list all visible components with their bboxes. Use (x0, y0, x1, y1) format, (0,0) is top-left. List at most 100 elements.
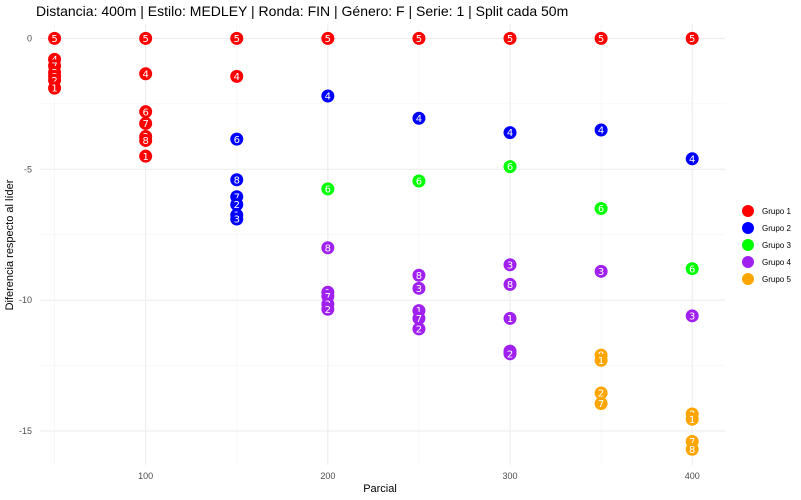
legend-key (742, 273, 754, 285)
data-point (230, 69, 244, 83)
data-point (594, 396, 608, 410)
data-point (412, 281, 426, 295)
data-label: 6 (416, 177, 422, 188)
data-label: 8 (142, 136, 148, 147)
data-point (321, 302, 335, 316)
series-grupo-1: 547382154673815455555 (48, 31, 699, 163)
data-label: 3 (416, 284, 422, 295)
data-label: 3 (507, 260, 513, 271)
y-tick-label: -15 (19, 426, 32, 436)
data-label: 5 (234, 34, 240, 45)
data-label: 1 (142, 152, 148, 163)
y-tick-label: -10 (19, 295, 32, 305)
data-point (685, 262, 699, 276)
data-point (230, 132, 244, 146)
series-grupo-4: 81732831723817233 (321, 241, 699, 361)
data-point (503, 126, 517, 140)
x-tick-label: 200 (320, 471, 335, 481)
data-label: 4 (689, 154, 695, 165)
data-label: 8 (234, 175, 240, 186)
data-point (321, 31, 335, 45)
data-point (139, 67, 153, 81)
legend-label: Grupo 1 (762, 207, 791, 216)
data-point (321, 241, 335, 255)
data-point (594, 386, 608, 400)
legend-key (742, 256, 754, 268)
data-label: 2 (507, 349, 513, 360)
data-label: 4 (325, 92, 331, 103)
y-tick-label: 0 (27, 33, 32, 43)
data-label: 3 (234, 215, 240, 226)
data-point (503, 311, 517, 325)
data-point (503, 31, 517, 45)
data-point (412, 174, 426, 188)
series-grupo-5: 81272178 (594, 348, 699, 456)
data-point (230, 212, 244, 226)
y-tick-label: -5 (24, 164, 32, 174)
legend-label: Grupo 5 (762, 275, 791, 284)
data-label: 6 (234, 135, 240, 146)
data-point (594, 264, 608, 278)
legend: Grupo 1 Grupo 2 Grupo 3 Grupo 4 Grupo 5 (742, 205, 791, 285)
data-label: 7 (234, 192, 240, 203)
data-label: 5 (507, 34, 513, 45)
data-point (139, 149, 153, 163)
data-label: 6 (507, 162, 513, 173)
data-point (321, 89, 335, 103)
legend-label: Grupo 3 (762, 241, 791, 250)
data-point (139, 105, 153, 119)
data-label: 1 (598, 356, 604, 367)
legend-key (742, 222, 754, 234)
data-label: 1 (51, 84, 57, 95)
data-point (230, 198, 244, 212)
series-grupo-3: 6 6 6 6 6 (321, 160, 699, 276)
data-point (139, 133, 153, 147)
data-point (139, 31, 153, 45)
x-tick-label: 400 (685, 471, 700, 481)
x-axis-title: Parcial (363, 483, 397, 495)
data-point (321, 182, 335, 196)
data-point (503, 277, 517, 291)
data-point (139, 116, 153, 130)
data-point (594, 202, 608, 216)
data-label: 3 (598, 267, 604, 278)
grid (40, 24, 725, 465)
data-point (685, 152, 699, 166)
data-label: 1 (416, 306, 422, 317)
data-label: 5 (598, 34, 604, 45)
data-label: 7 (598, 399, 604, 410)
data-label: 2 (598, 389, 604, 400)
data-label: 2 (325, 305, 331, 316)
data-label: 5 (51, 34, 57, 45)
x-tick-label: 100 (138, 471, 153, 481)
data-label: 7 (689, 437, 695, 448)
data-point (685, 31, 699, 45)
data-point (503, 347, 517, 361)
legend-key (742, 205, 754, 217)
data-label: 4 (598, 126, 604, 137)
data-point (412, 111, 426, 125)
data-label: 5 (142, 34, 148, 45)
data-label: 4 (507, 128, 513, 139)
y-axis-title: Diferencia respecto al líder (4, 179, 16, 310)
data-label: 7 (325, 292, 331, 303)
data-label: 8 (325, 243, 331, 254)
series-grupo-2: 68721344444 (230, 89, 699, 226)
x-tick-label: 300 (503, 471, 518, 481)
data-point (685, 309, 699, 323)
data-label: 8 (689, 445, 695, 456)
data-label: 8 (507, 280, 513, 291)
data-point (412, 268, 426, 282)
data-label: 7 (142, 119, 148, 130)
data-label: 5 (325, 34, 331, 45)
x-axis-ticks: 100 200 300 400 (138, 471, 700, 481)
data-label: 6 (325, 184, 331, 195)
data-point (48, 81, 62, 95)
data-label: 1 (689, 415, 695, 426)
legend-label: Grupo 2 (762, 224, 791, 233)
data-points: 5473821546738154555556872134444466666817… (48, 31, 699, 456)
data-label: 5 (416, 34, 422, 45)
data-point (503, 160, 517, 174)
data-label: 1 (507, 314, 513, 325)
data-point (412, 322, 426, 336)
